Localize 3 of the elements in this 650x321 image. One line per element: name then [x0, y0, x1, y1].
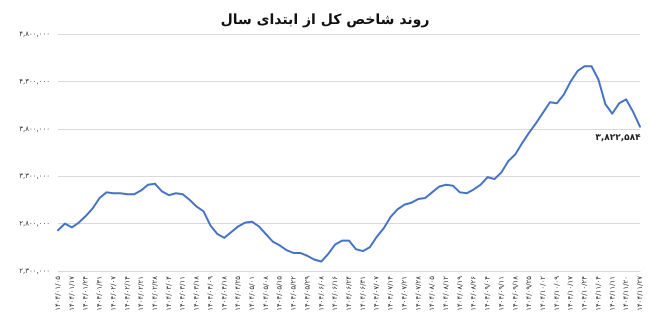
line-series [57, 65, 641, 263]
chart-title: روند شاخص کل از ابتدای سال [220, 12, 430, 28]
data-label: ۳,۸۲۲,۵۸۴ [595, 133, 642, 144]
